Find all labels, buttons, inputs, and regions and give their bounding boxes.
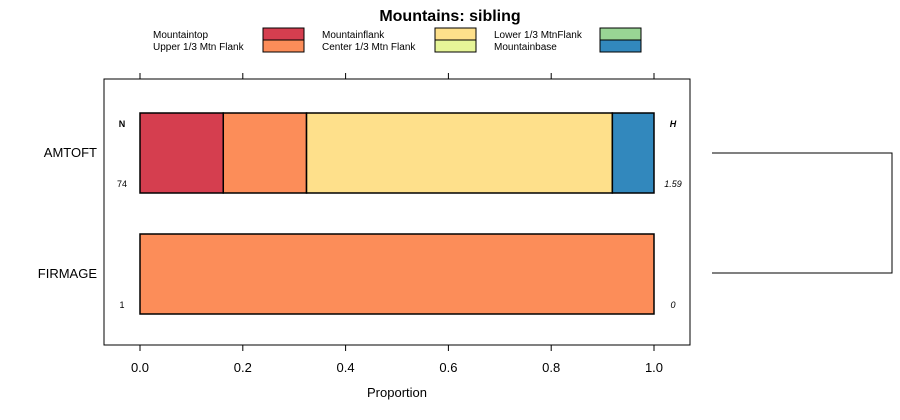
- x-tick-label: 0.2: [234, 360, 252, 375]
- dendrogram: [712, 152, 893, 274]
- legend-swatch: [434, 39, 477, 53]
- bar-segment: [611, 112, 655, 194]
- x-tick-label: 0.0: [131, 360, 149, 375]
- x-tick-label: 0.6: [439, 360, 457, 375]
- bars: AMTOFT FIRMAGE: [38, 112, 655, 315]
- legend-label: Mountaintop: [153, 30, 208, 41]
- n-header: N: [119, 119, 126, 129]
- bar-segment: [222, 112, 308, 194]
- category-label: FIRMAGE: [38, 266, 98, 281]
- category-label: AMTOFT: [44, 145, 97, 160]
- h-value: 0: [670, 300, 675, 310]
- legend-swatch: [262, 39, 305, 53]
- bar-segment: [139, 233, 655, 315]
- legend-label: Mountainflank: [322, 30, 385, 41]
- annotations: N H 74 1.59 1 0: [117, 119, 682, 310]
- n-value: 74: [117, 179, 127, 189]
- n-value: 1: [119, 300, 124, 310]
- legend-label: Mountainbase: [494, 42, 557, 53]
- bar-segment: [305, 112, 614, 194]
- x-tick-label: 1.0: [645, 360, 663, 375]
- legend-label: Lower 1/3 MtnFlank: [494, 30, 583, 41]
- legend-swatch: [434, 27, 477, 41]
- bar-segment: [139, 112, 225, 194]
- legend-label: Upper 1/3 Mtn Flank: [153, 42, 245, 53]
- x-tick-label: 0.4: [337, 360, 355, 375]
- x-axis-label: Proportion: [367, 385, 427, 400]
- chart-title: Mountains: sibling: [379, 8, 520, 25]
- legend-swatch: [599, 27, 642, 41]
- plot-frame: [103, 78, 691, 346]
- dendrogram-bracket: [712, 152, 893, 274]
- axes: 0.0 0.2 0.4 0.6 0.8 1.0: [131, 73, 663, 375]
- h-value: 1.59: [664, 179, 682, 189]
- legend-label: Center 1/3 Mtn Flank: [322, 42, 416, 53]
- x-tick-label: 0.8: [542, 360, 560, 375]
- legend-swatch: [262, 27, 305, 41]
- h-header: H: [670, 119, 677, 129]
- legend-swatch: [599, 39, 642, 53]
